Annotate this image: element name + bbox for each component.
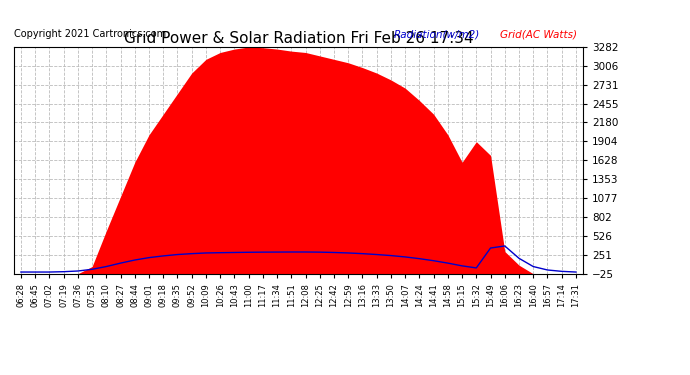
Text: Copyright 2021 Cartronics.com: Copyright 2021 Cartronics.com xyxy=(14,29,166,39)
Text: Radiation(w/m2): Radiation(w/m2) xyxy=(393,29,480,39)
Text: Grid(AC Watts): Grid(AC Watts) xyxy=(500,29,578,39)
Title: Grid Power & Solar Radiation Fri Feb 26 17:34: Grid Power & Solar Radiation Fri Feb 26 … xyxy=(124,31,473,46)
